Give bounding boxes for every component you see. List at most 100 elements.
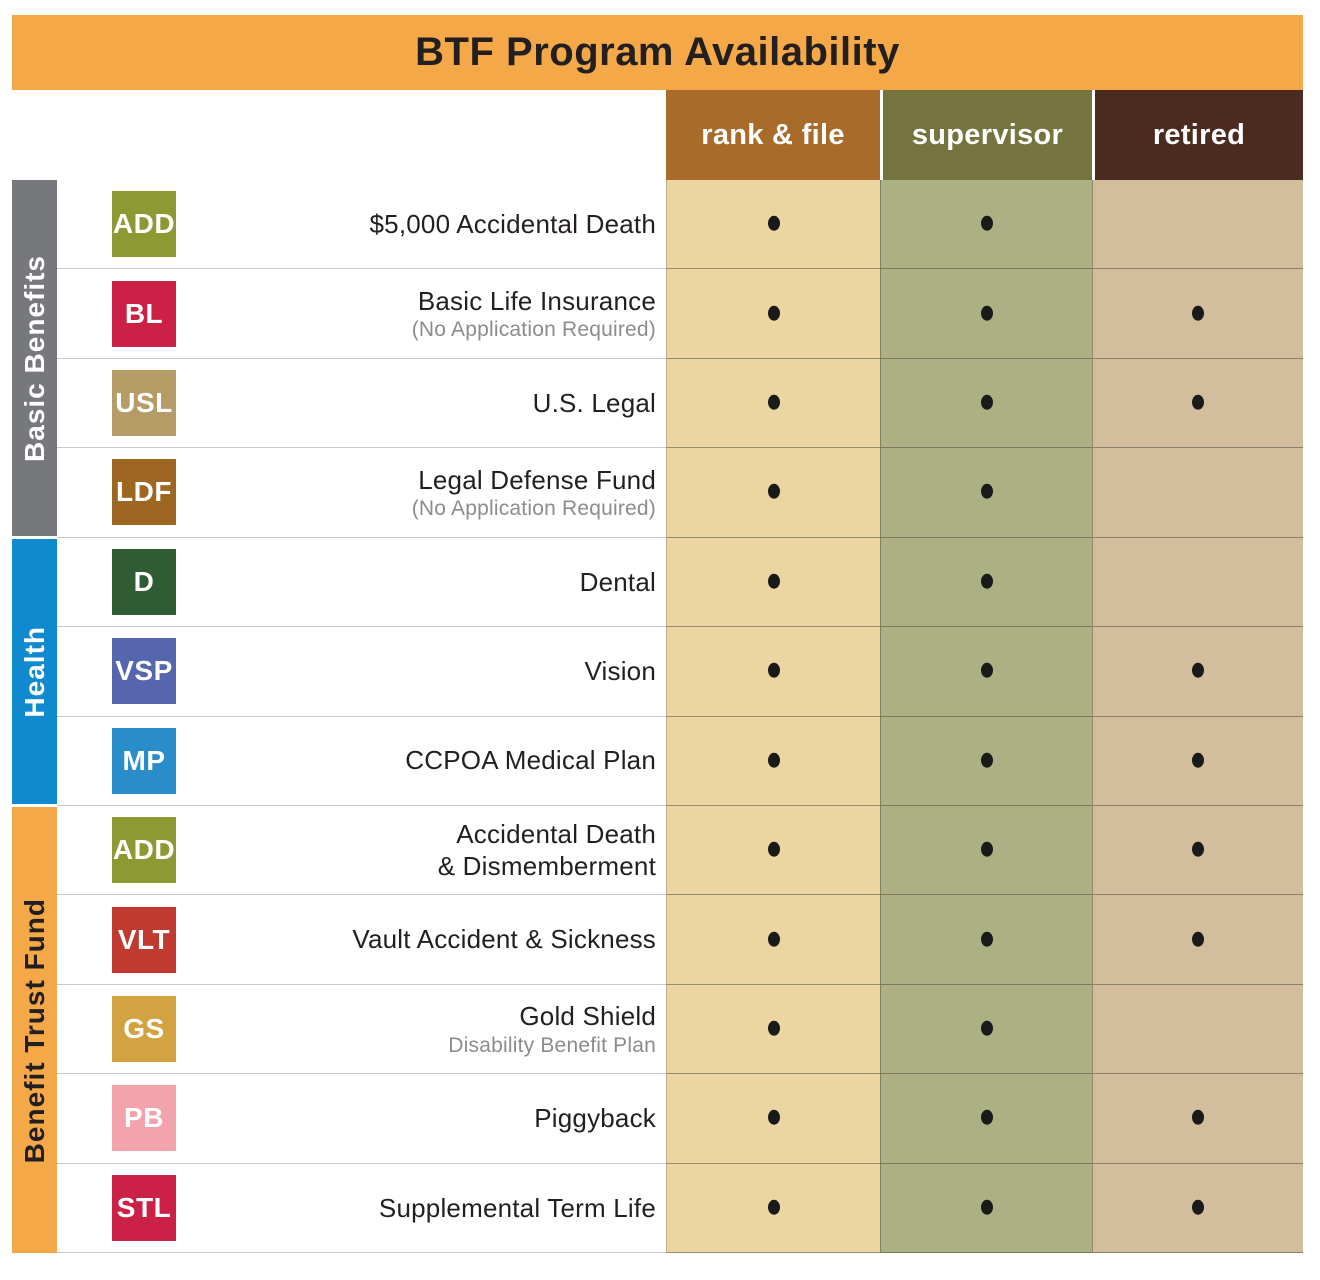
availability-cell bbox=[1092, 537, 1303, 628]
availability-cell bbox=[1092, 627, 1303, 717]
program-label-block: Supplemental Term Life bbox=[176, 1192, 666, 1225]
availability-dot bbox=[767, 394, 780, 410]
table-row: LDF Legal Defense Fund (No Application Req… bbox=[12, 448, 1303, 538]
availability-cell bbox=[666, 448, 880, 538]
group-sidebar-benefit-trust-fund: Benefit Trust Fund bbox=[12, 807, 57, 1253]
program-label-block: Piggyback bbox=[176, 1102, 666, 1135]
row-label-area: D Dental bbox=[57, 537, 666, 628]
program-label: Basic Life Insurance bbox=[417, 285, 656, 316]
availability-cell bbox=[880, 984, 1092, 1075]
availability-cell bbox=[1092, 1163, 1303, 1254]
availability-dot bbox=[767, 484, 780, 500]
table-row: STL Supplemental Term Life bbox=[12, 1163, 1303, 1254]
availability-dot bbox=[1192, 663, 1204, 679]
program-label-block: Gold Shield Disability Benefit Plan bbox=[176, 1000, 666, 1058]
availability-cell bbox=[880, 1163, 1092, 1254]
table-row: VLT Vault Accident & Sickness bbox=[12, 895, 1303, 985]
availability-cell bbox=[666, 180, 880, 270]
row-label-area: USL U.S. Legal bbox=[57, 358, 666, 449]
program-badge-vsp: VSP bbox=[112, 638, 176, 705]
availability-cell bbox=[880, 1074, 1092, 1164]
program-badge-vlt: VLT bbox=[112, 906, 176, 973]
program-badge-gs: GS bbox=[112, 996, 176, 1062]
row-label-area: STL Supplemental Term Life bbox=[57, 1163, 666, 1254]
availability-dot bbox=[980, 931, 993, 947]
program-label-block: Vision bbox=[176, 655, 666, 688]
program-label: Gold Shield bbox=[519, 1001, 656, 1032]
row-label-area: PB Piggyback bbox=[57, 1074, 666, 1164]
table-body: ADD $5,000 Accidental Death BL Basic Life I… bbox=[12, 180, 1303, 1254]
column-header-supervisor: supervisor bbox=[880, 90, 1092, 180]
row-label-area: ADD $5,000 Accidental Death bbox=[57, 180, 666, 270]
table-row: ADD $5,000 Accidental Death bbox=[12, 180, 1303, 270]
availability-dot bbox=[980, 394, 993, 410]
availability-cell bbox=[666, 1074, 880, 1164]
group-sidebar-health: Health bbox=[12, 539, 57, 805]
program-badge-ldf: LDF bbox=[112, 459, 176, 526]
availability-dot bbox=[980, 841, 993, 857]
table-row: ADD Accidental Death & Dismemberment bbox=[12, 805, 1303, 896]
program-label-block: Accidental Death & Dismemberment bbox=[176, 818, 666, 883]
availability-cell bbox=[880, 537, 1092, 628]
availability-dot bbox=[1192, 752, 1204, 768]
program-badge-usl: USL bbox=[112, 370, 176, 437]
column-header-retired: retired bbox=[1092, 90, 1303, 180]
availability-dot bbox=[980, 1199, 993, 1215]
availability-dot bbox=[1192, 305, 1204, 321]
program-label: U.S. Legal bbox=[532, 387, 656, 418]
availability-dot bbox=[767, 841, 780, 857]
program-label-block: U.S. Legal bbox=[176, 387, 666, 420]
availability-cell bbox=[666, 895, 880, 985]
program-label: $5,000 Accidental Death bbox=[369, 208, 656, 239]
row-label-area: BL Basic Life Insurance (No Application Re… bbox=[57, 269, 666, 359]
program-label: Piggyback bbox=[534, 1103, 656, 1134]
program-label: CCPOA Medical Plan bbox=[405, 745, 656, 776]
row-label-area: GS Gold Shield Disability Benefit Plan bbox=[57, 984, 666, 1075]
availability-dot bbox=[1192, 931, 1204, 947]
availability-dot bbox=[980, 1020, 993, 1036]
availability-cell bbox=[666, 984, 880, 1075]
program-label-line2: & Dismemberment bbox=[437, 851, 656, 882]
row-label-area: VSP Vision bbox=[57, 627, 666, 717]
availability-dot bbox=[1192, 1110, 1204, 1126]
program-label: Vision bbox=[584, 656, 656, 687]
availability-dot bbox=[767, 663, 780, 679]
availability-table: BTF Program Availability rank & file sup… bbox=[12, 15, 1303, 1254]
availability-cell bbox=[666, 1163, 880, 1254]
availability-dot bbox=[980, 484, 993, 500]
program-badge-mp: MP bbox=[112, 727, 176, 794]
program-sublabel: (No Application Required) bbox=[411, 497, 656, 521]
program-label-block: Dental bbox=[176, 566, 666, 599]
row-label-area: MP CCPOA Medical Plan bbox=[57, 716, 666, 806]
program-label: Dental bbox=[579, 566, 656, 597]
table-row: MP CCPOA Medical Plan bbox=[12, 716, 1303, 806]
availability-cell bbox=[880, 448, 1092, 538]
program-label-block: Basic Life Insurance (No Application Requ… bbox=[176, 285, 666, 343]
availability-dot bbox=[980, 573, 993, 589]
availability-cell bbox=[880, 716, 1092, 806]
availability-cell bbox=[880, 805, 1092, 896]
availability-dot bbox=[767, 215, 780, 231]
availability-cell bbox=[880, 269, 1092, 359]
page-title: BTF Program Availability bbox=[415, 30, 900, 74]
availability-cell bbox=[666, 358, 880, 449]
program-sublabel: (No Application Required) bbox=[411, 318, 656, 342]
availability-dot bbox=[1192, 1199, 1204, 1215]
availability-cell bbox=[880, 180, 1092, 270]
header-row: rank & file supervisor retired bbox=[12, 90, 1303, 180]
availability-cell bbox=[1092, 180, 1303, 270]
row-label-area: VLT Vault Accident & Sickness bbox=[57, 895, 666, 985]
program-badge-add: ADD bbox=[112, 191, 176, 258]
availability-cell bbox=[1092, 805, 1303, 896]
row-label-area: ADD Accidental Death & Dismemberment bbox=[57, 805, 666, 896]
program-label-block: $5,000 Accidental Death bbox=[176, 208, 666, 241]
availability-dot bbox=[767, 931, 780, 947]
availability-dot bbox=[767, 752, 780, 768]
availability-dot bbox=[980, 215, 993, 231]
program-label: Legal Defense Fund bbox=[418, 464, 656, 495]
availability-dot bbox=[980, 752, 993, 768]
program-label: Vault Accident & Sickness bbox=[352, 924, 656, 955]
group-sidebar-basic-benefits: Basic Benefits bbox=[12, 180, 57, 537]
availability-cell bbox=[1092, 984, 1303, 1075]
